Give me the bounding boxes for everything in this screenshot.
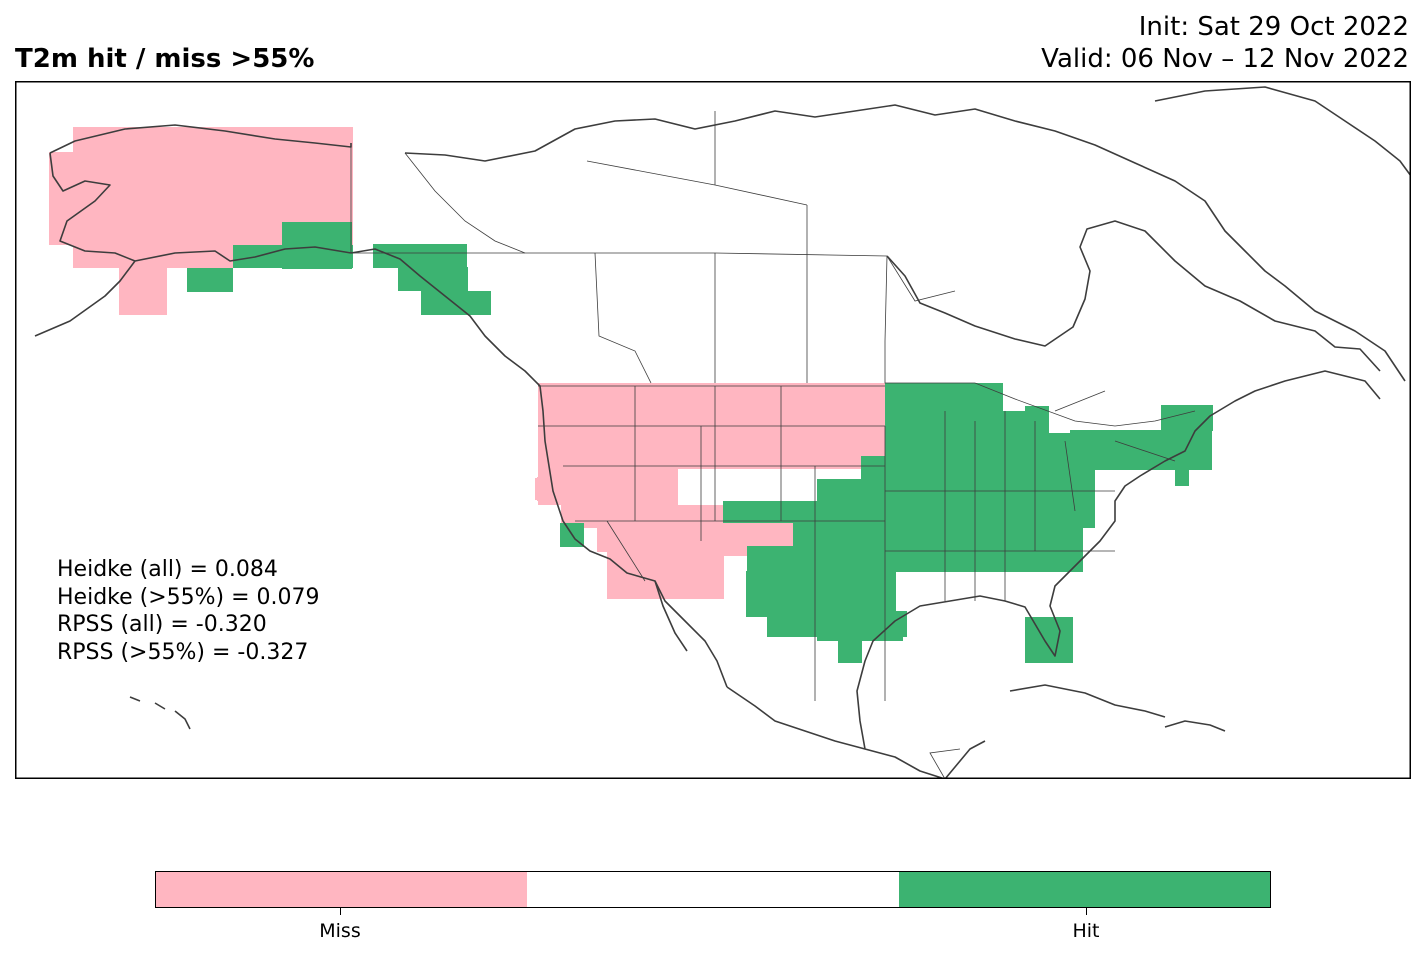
coastline-baja: [654, 580, 688, 652]
colorbar-label-hit: Hit: [1072, 920, 1100, 942]
border-mb-on: [886, 255, 956, 302]
coastline-central-america: [944, 740, 986, 779]
political-borders: [350, 111, 1196, 779]
hit-cell-6: [885, 383, 1003, 413]
border-us-states: [538, 385, 1176, 701]
skill-scores: Heidke (all) = 0.084 Heidke (>55%) = 0.0…: [57, 556, 320, 666]
coastline-cuba: [1009, 684, 1166, 718]
coastline-arctic: [404, 104, 1406, 382]
hit-cell-5: [421, 291, 491, 315]
coastline-hispaniola: [1164, 720, 1226, 732]
heidke-all: Heidke (all) = 0.084: [57, 557, 278, 582]
border-territories: [586, 111, 808, 206]
coastline-greenland: [1154, 86, 1411, 177]
miss-cell-5: [538, 469, 678, 505]
border-yukon-bc: [404, 152, 526, 254]
rpss-all: RPSS (all) = -0.320: [57, 612, 267, 637]
border-us-canada: [351, 252, 888, 257]
hit-cell-23: [1175, 470, 1189, 486]
hit-cell-12: [861, 456, 1095, 480]
colorbar-tick-hit: [1086, 908, 1087, 915]
coastline-alaska: [34, 124, 352, 337]
coastline-hudson-bay: [886, 220, 1381, 372]
hit-cell-20: [838, 637, 862, 663]
hit-cell-1: [233, 245, 353, 268]
colorbar-hit-segment: [898, 872, 1270, 907]
hit-cell-3: [373, 244, 467, 268]
miss-cell-12: [746, 528, 791, 540]
valid-period: Valid: 06 Nov – 12 Nov 2022: [1041, 44, 1409, 74]
hit-cell-2: [187, 268, 233, 292]
colorbar-neutral-segment: [527, 872, 899, 907]
miss-cell-2: [119, 268, 167, 315]
hit-cell-14: [723, 501, 1095, 523]
miss-cell-13: [535, 478, 543, 500]
border-great-lakes-canada: [884, 255, 1196, 427]
init-date: Init: Sat 29 Oct 2022: [1138, 12, 1409, 42]
miss-cell-1: [49, 152, 73, 245]
hit-cell-15: [793, 521, 1083, 547]
rpss-55: RPSS (>55%) = -0.327: [57, 639, 309, 665]
coastline-gulf: [726, 370, 1381, 779]
colorbar: [155, 871, 1271, 908]
heidke-55: Heidke (>55%) = 0.079: [57, 584, 320, 610]
hit-cell-8: [1025, 406, 1049, 433]
border-bc-alberta: [594, 252, 652, 384]
coastlines: [34, 86, 1411, 779]
hit-cell-21: [1025, 617, 1073, 663]
hit-cells: [187, 222, 1213, 663]
miss-cells: [49, 127, 885, 599]
colorbar-tick-miss: [340, 908, 341, 915]
border-mexico-guatemala: [929, 748, 961, 779]
colorbar-label-miss: Miss: [319, 920, 361, 942]
hit-cell-16: [747, 546, 1083, 572]
colorbar-miss-segment: [156, 872, 528, 907]
map-title: T2m hit / miss >55%: [15, 44, 315, 74]
coastline-west: [350, 248, 728, 688]
hit-cell-17: [746, 571, 896, 617]
miss-cell-10: [654, 552, 724, 599]
map-panel: [15, 81, 1411, 779]
map-frame: [15, 81, 1411, 779]
coastline-hawaii: [129, 696, 191, 730]
hit-cell-11: [1161, 405, 1213, 431]
